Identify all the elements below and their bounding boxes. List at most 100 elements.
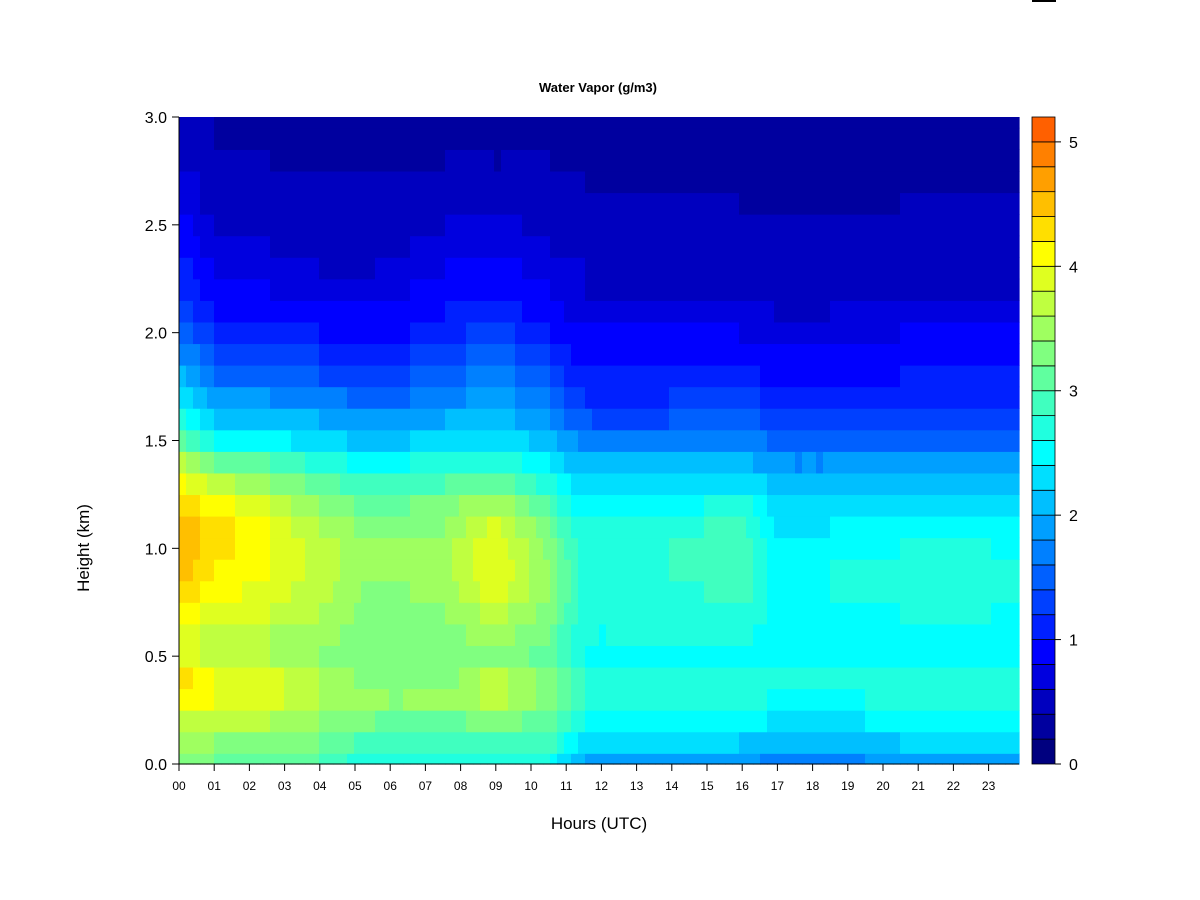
heatmap-cell: [396, 321, 404, 345]
heatmap-cell: [396, 117, 404, 129]
heatmap-cell: [410, 559, 418, 582]
heatmap-cell: [655, 537, 663, 560]
heatmap-cell: [760, 688, 768, 711]
heatmap-cell: [816, 559, 824, 582]
heatmap-cell: [571, 127, 579, 150]
heatmap-cell: [326, 666, 334, 690]
heatmap-cell: [333, 386, 341, 409]
heatmap-cell: [823, 472, 831, 496]
heatmap-cell: [452, 365, 460, 388]
heatmap-cell: [480, 710, 488, 733]
heatmap-cell: [907, 472, 915, 496]
heatmap-cell: [235, 623, 243, 646]
heatmap-cell: [914, 602, 922, 625]
heatmap-cell: [319, 278, 327, 301]
heatmap-cell: [1005, 365, 1013, 388]
heatmap-cell: [417, 321, 425, 345]
heatmap-cell: [186, 408, 194, 431]
heatmap-cell: [235, 537, 243, 560]
heatmap-cell: [725, 451, 733, 474]
heatmap-cell: [186, 580, 194, 603]
heatmap-cell: [599, 710, 607, 733]
heatmap-cell: [312, 278, 320, 301]
heatmap-cell: [641, 537, 649, 560]
heatmap-cell: [697, 731, 705, 754]
heatmap-cell: [207, 365, 215, 388]
heatmap-cell: [753, 321, 761, 345]
heatmap-cell: [389, 257, 397, 280]
heatmap-cell: [249, 127, 257, 150]
heatmap-cell: [809, 408, 817, 431]
heatmap-cell: [424, 602, 432, 625]
heatmap-cell: [508, 170, 516, 194]
heatmap-cell: [522, 170, 530, 194]
heatmap-cell: [851, 710, 859, 733]
heatmap-cell: [711, 515, 719, 539]
heatmap-cell: [361, 666, 369, 690]
heatmap-cell: [438, 753, 446, 765]
heatmap-cell: [543, 386, 551, 409]
heatmap-cell: [284, 515, 292, 539]
heatmap-cell: [830, 321, 838, 345]
heatmap-cell: [683, 710, 691, 733]
heatmap-cell: [480, 257, 488, 280]
heatmap-cell: [305, 235, 313, 258]
heatmap-cell: [508, 645, 516, 668]
heatmap-cell: [571, 321, 579, 345]
heatmap-cell: [599, 515, 607, 539]
heatmap-cell: [753, 408, 761, 431]
heatmap-cell: [914, 149, 922, 172]
heatmap-cell: [312, 688, 320, 711]
heatmap-cell: [963, 580, 971, 603]
heatmap-cell: [529, 688, 537, 711]
heatmap-cell: [228, 257, 236, 280]
heatmap-cell: [844, 235, 852, 258]
heatmap-cell: [494, 580, 502, 603]
heatmap-cell: [949, 278, 957, 301]
heatmap-cell: [179, 494, 187, 517]
heatmap-cell: [242, 451, 250, 474]
heatmap-cell: [634, 386, 642, 409]
heatmap-cell: [928, 559, 936, 582]
heatmap-cell: [396, 257, 404, 280]
heatmap-cell: [578, 235, 586, 258]
heatmap-cell: [403, 494, 411, 517]
heatmap-cell: [270, 710, 278, 733]
heatmap-cell: [571, 408, 579, 431]
heatmap-cell: [445, 321, 453, 345]
heatmap-cell: [1012, 321, 1020, 345]
heatmap-cell: [949, 710, 957, 733]
heatmap-cell: [277, 666, 285, 690]
heatmap-cell: [193, 710, 201, 733]
heatmap-cell: [431, 666, 439, 690]
heatmap-cell: [606, 192, 614, 215]
heatmap-cell: [662, 731, 670, 754]
heatmap-cell: [361, 753, 369, 765]
heatmap-cell: [564, 235, 572, 258]
heatmap-cell: [739, 429, 747, 452]
heatmap-cell: [214, 645, 222, 668]
heatmap-cell: [270, 753, 278, 765]
heatmap-cell: [991, 537, 999, 560]
heatmap-cell: [753, 580, 761, 603]
heatmap-cell: [669, 494, 677, 517]
heatmap-cell: [774, 666, 782, 690]
heatmap-cell: [452, 623, 460, 646]
heatmap-cell: [676, 602, 684, 625]
heatmap-cell: [487, 257, 495, 280]
heatmap-cell: [326, 257, 334, 280]
heatmap-cell: [802, 127, 810, 150]
heatmap-cell: [774, 451, 782, 474]
heatmap-cell: [375, 645, 383, 668]
heatmap-cell: [522, 602, 530, 625]
heatmap-cell: [410, 214, 418, 237]
heatmap-cell: [970, 666, 978, 690]
heatmap-cell: [900, 602, 908, 625]
heatmap-cell: [879, 494, 887, 517]
heatmap-cell: [704, 127, 712, 150]
heatmap-cell: [452, 408, 460, 431]
heatmap-cell: [221, 386, 229, 409]
heatmap-cell: [452, 494, 460, 517]
heatmap-cell: [760, 192, 768, 215]
heatmap-cell: [760, 710, 768, 733]
